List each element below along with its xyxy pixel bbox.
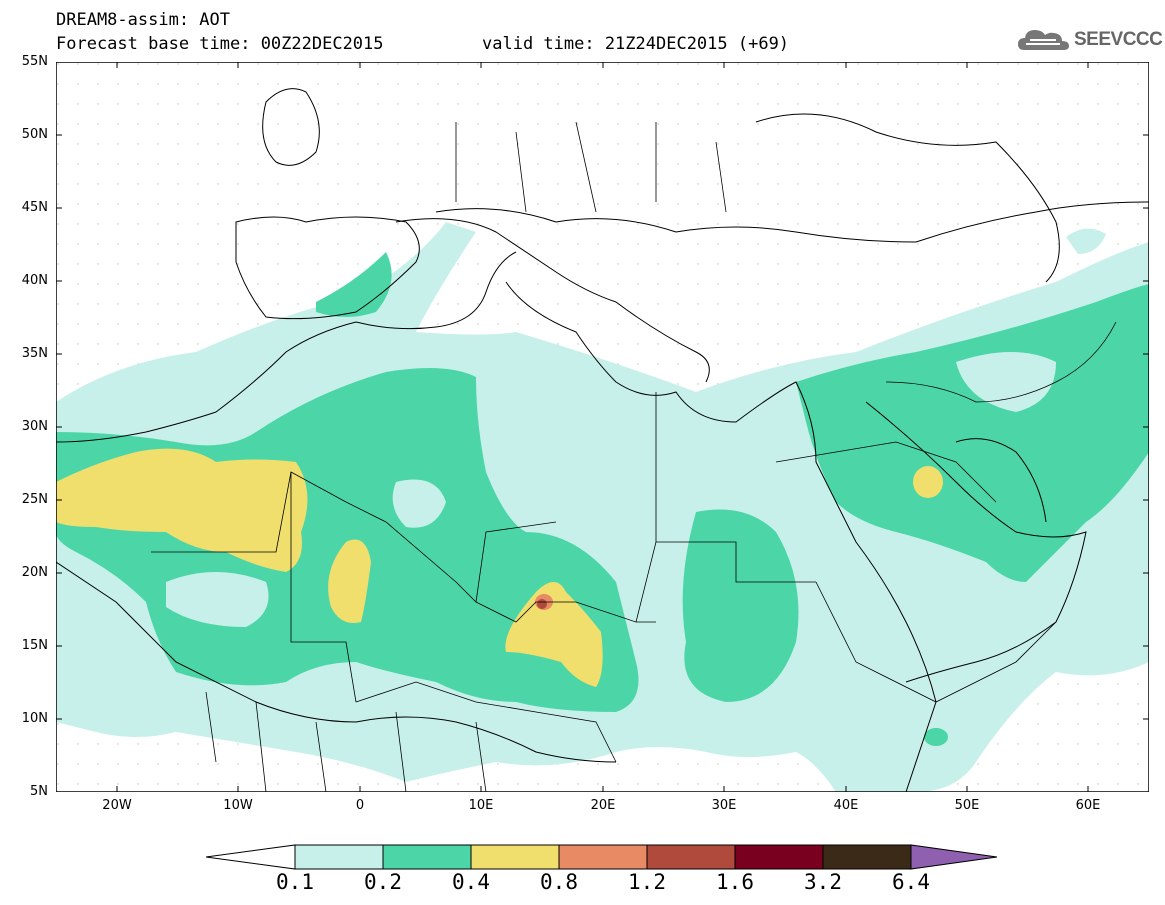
lon-label: 10W xyxy=(223,798,253,813)
lon-label: 40E xyxy=(833,798,859,813)
colorbar-segment xyxy=(734,844,824,870)
colorbar-label: 1.6 xyxy=(716,870,754,894)
valid-time: valid time: 21Z24DEC2015 (+69) xyxy=(482,34,790,54)
colorbar-segment xyxy=(382,844,472,870)
lat-label: 45N xyxy=(21,200,48,215)
colorbar-segment xyxy=(646,844,736,870)
forecast-base-time: Forecast base time: 00Z22DEC2015 xyxy=(56,34,384,54)
colorbar-label: 0.8 xyxy=(540,870,578,894)
colorbar xyxy=(206,844,998,870)
lon-label: 0 xyxy=(355,798,365,813)
lat-label: 5N xyxy=(30,784,48,799)
lat-label: 20N xyxy=(21,565,48,580)
colorbar-segment xyxy=(558,844,648,870)
map-ticks xyxy=(56,62,1149,792)
colorbar-segment xyxy=(822,844,912,870)
lat-label: 35N xyxy=(21,346,48,361)
lat-label: 55N xyxy=(21,54,48,69)
colorbar-low-arrow xyxy=(206,844,296,870)
lon-label: 10E xyxy=(468,798,494,813)
lon-label: 50E xyxy=(954,798,980,813)
lat-label: 50N xyxy=(21,127,48,142)
seevccc-logo: SEEVCCC xyxy=(1016,24,1163,56)
lon-label: 20W xyxy=(102,798,132,813)
colorbar-label: 0.1 xyxy=(276,870,314,894)
lat-label: 10N xyxy=(21,711,48,726)
colorbar-label: 3.2 xyxy=(804,870,842,894)
lat-label: 40N xyxy=(21,273,48,288)
logo-text: SEEVCCC xyxy=(1074,29,1163,50)
aot-1-2-spot xyxy=(537,599,547,609)
lon-label: 30E xyxy=(711,798,737,813)
country-borders xyxy=(151,121,1117,792)
lat-label: 30N xyxy=(21,419,48,434)
lon-label: 60E xyxy=(1075,798,1101,813)
cloud-icon xyxy=(1018,30,1069,50)
colorbar-segment xyxy=(470,844,560,870)
colorbar-label: 6.4 xyxy=(892,870,930,894)
map-title: DREAM8-assim: AOT xyxy=(56,10,230,30)
aot-0-1-pockets xyxy=(166,352,1056,627)
aot-0-2-field xyxy=(56,252,1149,746)
lon-label: 20E xyxy=(590,798,616,813)
colorbar-segment xyxy=(294,844,384,870)
colorbar-label: 0.2 xyxy=(364,870,402,894)
coastlines xyxy=(56,88,1149,792)
lat-label: 15N xyxy=(21,638,48,653)
aot-map xyxy=(56,62,1149,792)
colorbar-label: 1.2 xyxy=(628,870,666,894)
lat-label: 25N xyxy=(21,492,48,507)
colorbar-high-arrow xyxy=(910,844,998,870)
colorbar-label: 0.4 xyxy=(452,870,490,894)
